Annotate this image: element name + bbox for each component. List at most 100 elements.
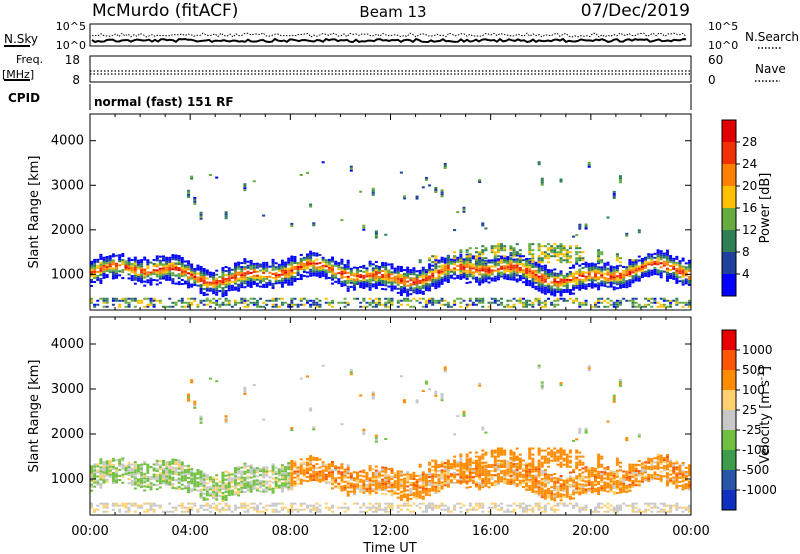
power-cell [180,279,184,282]
power-cell [340,276,344,279]
power-cell [568,275,572,278]
velocity-cell [428,482,432,485]
velocity-cell [233,481,237,484]
velocity-cell [453,463,457,466]
power-cell [428,277,432,280]
power-cell [547,247,551,250]
power-cell [90,260,93,263]
velocity-cell [446,506,450,509]
power-cell [443,273,447,276]
power-cell [509,270,513,273]
power-cell [503,261,507,264]
power-cell [180,301,184,304]
power-cell [471,265,475,268]
velocity-cell [331,504,335,507]
power-cell [537,249,541,252]
velocity-cell [525,466,529,469]
velocity-cell [305,459,309,462]
velocity-cell [512,457,516,460]
velocity-cell [90,475,93,478]
velocity-cell [240,480,244,483]
power-cell [327,270,331,273]
power-cell [108,271,112,274]
velocity-cell [512,479,516,482]
power-cell [224,290,228,293]
power-cell [352,288,356,291]
power-cell [556,288,560,291]
velocity-cell [130,469,134,472]
velocity-cell [453,461,457,464]
velocity-cell [434,481,438,484]
velocity-cell [509,466,513,469]
velocity-cell [371,484,375,487]
power-cell [280,301,284,304]
velocity-cell [424,491,428,494]
velocity-cell [368,465,372,468]
velocity-cell [146,510,150,513]
velocity-cell [196,485,200,488]
power-cell [434,269,438,272]
power-cell [456,258,460,261]
power-cell [525,274,529,277]
power-cell [672,271,676,274]
velocity-cell [434,473,438,476]
power-cell [600,274,604,277]
power-cell [171,282,175,285]
power-cell [597,270,601,273]
power-cell [597,266,601,269]
velocity-cell [105,474,109,477]
velocity-cell [268,484,272,487]
power-cell [481,299,485,302]
velocity-cell [399,498,403,501]
power-cell [550,291,554,294]
power-cell [659,250,663,253]
velocity-cell [437,504,441,507]
velocity-cell [187,491,191,494]
velocity-cell [346,486,350,489]
power-cell [584,287,588,290]
velocity-cell [331,481,335,484]
velocity-cell [462,504,466,507]
power-cell [374,287,378,290]
power-cell [271,303,275,306]
velocity-cell [161,469,165,472]
power-cell [675,269,679,272]
velocity-cell [218,494,222,497]
power-cell [528,284,532,287]
power-cell [496,249,500,252]
velocity-cell [255,471,259,474]
power-cell [190,265,194,268]
power-cell [453,263,457,266]
velocity-cell [246,508,250,511]
power-cell [374,232,378,235]
velocity-cell [155,480,159,483]
power-cell [637,303,641,306]
velocity-cell [349,484,353,487]
velocity-cell [133,473,137,476]
power-cell [531,249,535,252]
velocity-cell [387,476,391,479]
velocity-cell [324,475,328,478]
power-cell [365,305,369,308]
power-cell [562,289,566,292]
velocity-cell [177,473,181,476]
power-cell [543,270,547,273]
velocity-cell [99,458,103,461]
velocity-cell [481,484,485,487]
velocity-cell [249,482,253,485]
power-cell [246,266,250,269]
power-cell [503,257,507,260]
power-cell [500,301,504,304]
velocity-cell [127,508,131,511]
velocity-cell [512,483,516,486]
power-cell [224,282,228,285]
velocity-cell [280,482,284,485]
velocity-cell [224,488,228,491]
velocity-cell [509,462,513,465]
power-cell [581,251,585,254]
velocity-cell [324,465,328,468]
power-cell [99,297,103,300]
power-cell [183,264,187,267]
power-cell [312,268,316,271]
velocity-cell [406,497,410,500]
